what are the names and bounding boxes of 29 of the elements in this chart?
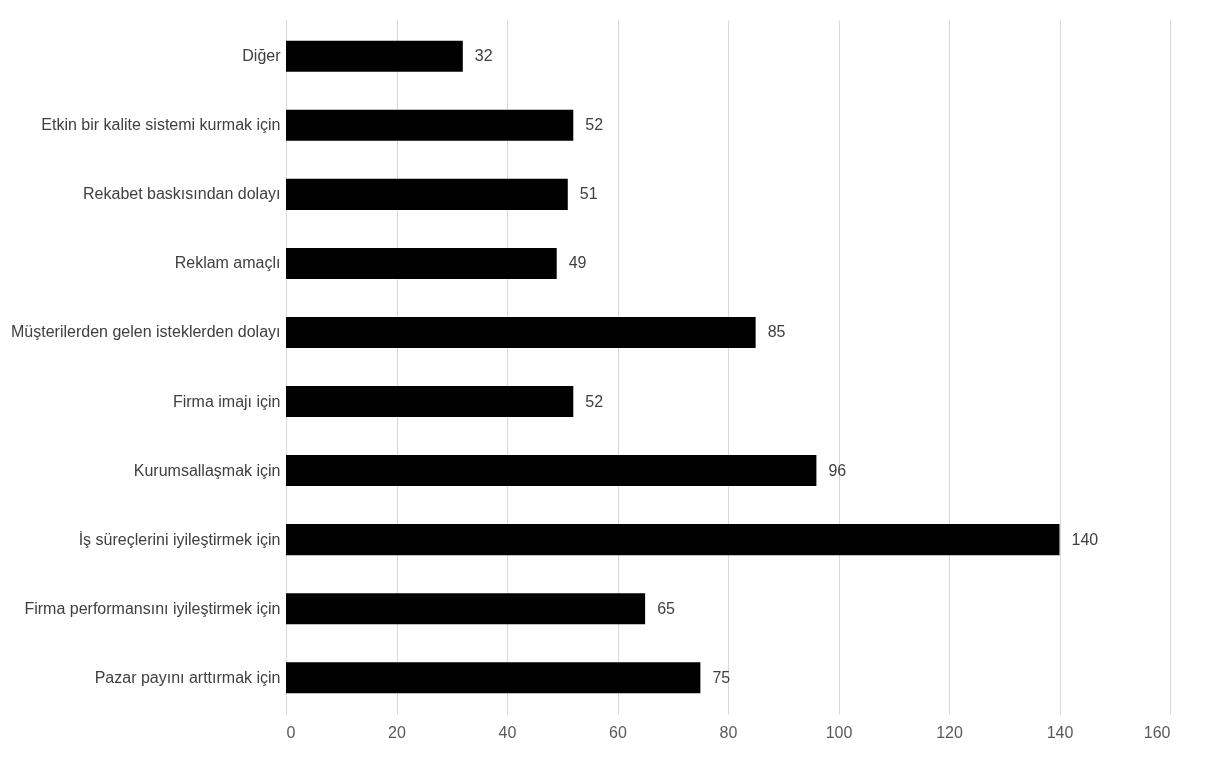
y-tick-label: Diğer <box>242 47 282 65</box>
x-tick-label: 140 <box>1046 723 1074 741</box>
y-tick-label: Rekabet baskısından dolayı <box>83 185 281 203</box>
data-label: 140 <box>1071 530 1099 548</box>
y-tick-label: Reklam amaçlı <box>174 254 281 272</box>
y-tick-label: Firma imajı için <box>172 392 281 410</box>
x-tick-label: 20 <box>388 723 406 741</box>
x-tick-label: 0 <box>286 723 296 741</box>
data-label: 52 <box>585 116 604 134</box>
data-label: 32 <box>474 47 493 65</box>
y-tick-label: Firma performansını iyileştirmek için <box>24 599 281 617</box>
y-tick-label: Müşterilerden gelen isteklerden dolayı <box>11 323 281 341</box>
x-tick-label: 120 <box>936 723 963 741</box>
x-tick-label: 160 <box>1143 723 1171 741</box>
data-label: 96 <box>828 461 847 479</box>
data-label: 49 <box>568 254 587 272</box>
y-tick-label: Kurumsallaşmak için <box>133 461 281 479</box>
data-label: 51 <box>579 185 598 203</box>
data-label: 75 <box>712 668 731 686</box>
x-tick-label: 100 <box>825 723 853 741</box>
data-label: 85 <box>767 323 786 341</box>
x-tick-label: 80 <box>719 723 738 741</box>
data-label: 52 <box>585 392 604 410</box>
data-label: 65 <box>657 599 676 617</box>
y-tick-label: İş süreçlerini iyileştirmek için <box>78 529 281 548</box>
y-tick-label: Pazar payını arttırmak için <box>94 668 281 686</box>
y-tick-label: Etkin bir kalite sistemi kurmak için <box>41 116 281 134</box>
x-tick-label: 60 <box>609 723 627 741</box>
x-tick-label: 40 <box>498 723 517 741</box>
